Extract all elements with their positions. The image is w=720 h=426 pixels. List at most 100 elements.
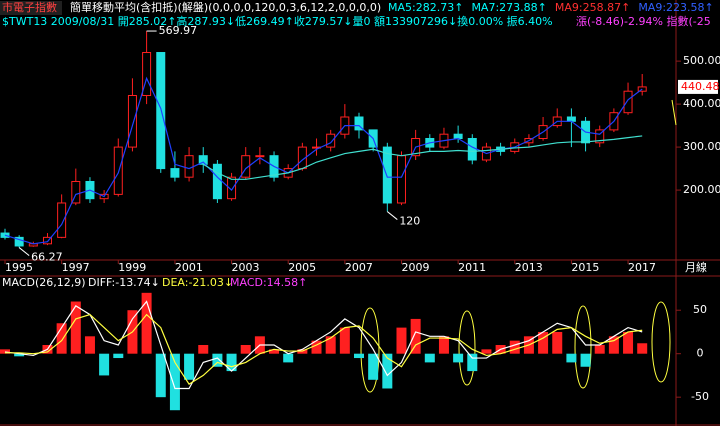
x-tick-label: 2005	[288, 261, 316, 274]
dea-line	[5, 313, 643, 385]
macd-bar	[99, 353, 110, 376]
macd-bar	[453, 353, 464, 363]
macd-label: MACD:14.58↑	[230, 276, 307, 289]
candle-body	[467, 137, 477, 161]
macd-bar	[56, 323, 67, 354]
macd-bar	[410, 318, 421, 354]
candle-body	[595, 129, 605, 144]
macd-bar	[438, 336, 449, 354]
candle-body	[637, 86, 647, 92]
macd-bar	[240, 345, 251, 354]
macd-bar	[368, 353, 379, 380]
candle-body	[42, 236, 52, 245]
x-tick-label: 2017	[628, 261, 656, 274]
x-tick-label: 2001	[175, 261, 203, 274]
candle-body	[396, 155, 406, 204]
candle-body	[255, 155, 265, 158]
macd-bar	[608, 336, 619, 354]
macd-bar	[212, 353, 223, 367]
macd-bar	[481, 349, 492, 354]
candle-body	[71, 180, 81, 204]
candle-body	[142, 52, 152, 97]
macd-title: MACD(26,12,9)	[2, 276, 86, 289]
macd-bar	[184, 353, 195, 380]
macd-bar	[354, 353, 364, 359]
info: $TWT13 2009/08/31 開285.02↑高287.93↓低269.4…	[2, 14, 553, 28]
macd-bar	[637, 343, 648, 354]
period-label: 月線	[685, 260, 707, 274]
candle-body	[14, 236, 24, 247]
macd-bar	[580, 353, 591, 367]
candle-body	[566, 116, 576, 122]
macd-bar	[311, 340, 322, 354]
macd-bar	[226, 353, 237, 372]
x-tick-label: 1995	[5, 261, 33, 274]
candle-body	[184, 155, 194, 178]
ma-line	[4, 76, 643, 245]
macd-bar	[269, 349, 280, 354]
macd-bar	[538, 331, 549, 354]
dea-label: DEA:-21.03↓	[162, 276, 233, 289]
arrow	[671, 99, 677, 126]
y-tick-label: 300.00	[683, 140, 720, 153]
y-tick-label: 500.00	[683, 54, 720, 67]
candle-body	[382, 146, 392, 204]
macd-bar	[155, 353, 166, 398]
y-tick-label: 400.00	[683, 97, 720, 110]
ma-label: MA9:223.58↑	[638, 1, 713, 14]
x-tick-label: 1997	[62, 261, 90, 274]
annotation: 66.27	[31, 251, 63, 264]
x-tick-label: 2013	[515, 261, 543, 274]
last-price: 440.48	[681, 80, 720, 93]
y-tick-label: 50	[693, 303, 707, 316]
candle-body	[623, 90, 633, 114]
macd-bar	[169, 353, 180, 411]
ma-label: MA5:282.73↑	[388, 1, 463, 14]
macd-bar	[70, 301, 81, 354]
diff-label: DIFF:-13.74↓	[88, 276, 160, 289]
macd-bar	[113, 353, 124, 359]
macd-bar	[339, 327, 350, 354]
candle-body	[326, 133, 336, 148]
highlight-ellipse	[458, 310, 476, 386]
macd-bar	[198, 345, 209, 354]
y-tick-label: 0	[697, 347, 704, 360]
annotation-pointer	[387, 211, 398, 220]
y-tick-label: -50	[691, 390, 709, 403]
candle-body	[57, 202, 67, 238]
title-box	[0, 1, 62, 15]
macd-bar	[325, 336, 336, 354]
x-tick-label: 2009	[401, 261, 429, 274]
candle-body	[354, 116, 364, 131]
annotation-pointer	[18, 247, 30, 256]
x-tick-label: 2003	[232, 261, 260, 274]
macd-bar	[283, 353, 294, 363]
x-tick-label: 2007	[345, 261, 373, 274]
candle-body	[212, 163, 222, 200]
chart-title: 市電子指數	[2, 0, 57, 14]
macd-bar	[467, 353, 478, 372]
annotation: 569.97	[159, 24, 198, 37]
macd-bar	[623, 331, 634, 354]
annotation: 120	[399, 215, 420, 228]
last-price-box	[678, 79, 718, 94]
x-tick-label: 1999	[118, 261, 146, 274]
diff-line	[4, 300, 643, 390]
macd-bar	[594, 345, 605, 354]
x-tick-label: 2015	[571, 261, 599, 274]
macd-bar	[382, 353, 393, 389]
highlight-ellipse	[651, 301, 671, 383]
y-tick-label: 200.00	[683, 183, 720, 196]
highlight-ellipse	[360, 307, 380, 393]
candle-body	[170, 168, 180, 178]
candle-body	[241, 155, 251, 178]
highlight-ellipse	[574, 305, 592, 389]
subtitle: 簡單移動平均(含扣抵)(解盤)(0,0,0,0,120,0,3,6,12,2,0…	[70, 0, 381, 14]
candle-body	[453, 133, 463, 139]
macd-bar	[509, 340, 520, 354]
candle-body	[127, 95, 137, 148]
candle-body	[227, 176, 237, 200]
ma-label: MA7:273.88↑	[471, 1, 546, 14]
macd-bar	[396, 327, 407, 354]
